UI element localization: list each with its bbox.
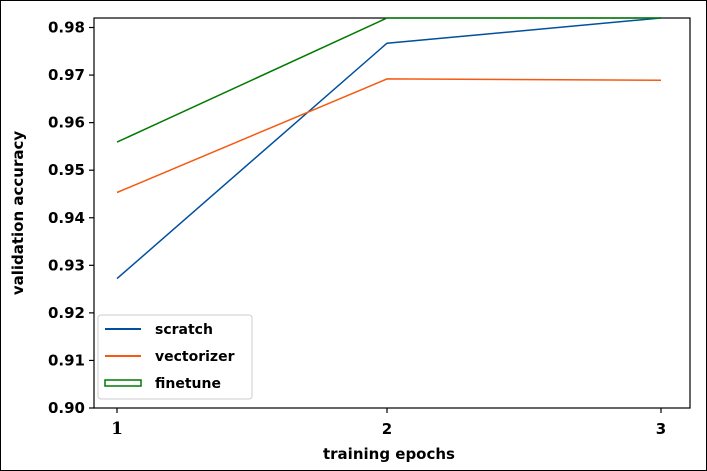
x-tick-label: 3 — [656, 420, 666, 438]
y-tick-label: 0.95 — [48, 161, 85, 179]
series-lines — [116, 17, 662, 280]
y-tick-label: 0.92 — [48, 304, 85, 322]
legend-swatch-finetune — [104, 379, 142, 387]
y-axis-label: validation accuracy — [9, 131, 27, 296]
legend-label-finetune: finetune — [155, 376, 221, 392]
x-axis: 1 2 3 — [111, 408, 666, 439]
y-axis: 0.90 0.91 0.92 0.93 0.94 0.95 0.96 0.97 0.98 — [48, 19, 94, 417]
y-tick-label: 0.94 — [48, 209, 85, 227]
x-tick-label: 1 — [111, 419, 123, 439]
legend-label-scratch: scratch — [155, 322, 213, 338]
legend: scratch vectorizer finetune — [97, 314, 253, 400]
y-tick-label: 0.93 — [48, 256, 85, 274]
legend-label-vectorizer: vectorizer — [155, 349, 235, 365]
x-tick-label: 2 — [382, 420, 392, 438]
y-tick-label: 0.91 — [48, 351, 85, 369]
legend-box — [97, 314, 253, 400]
y-tick-label: 0.97 — [48, 66, 85, 84]
x-axis-label: training epochs — [323, 445, 455, 463]
series-line-vectorizer — [116, 78, 662, 194]
y-tick-label: 0.96 — [48, 114, 85, 132]
y-tick-label: 0.90 — [48, 399, 85, 417]
series-line-finetune — [116, 17, 661, 143]
y-tick-label: 0.98 — [48, 19, 85, 37]
series-line-scratch — [116, 17, 662, 280]
